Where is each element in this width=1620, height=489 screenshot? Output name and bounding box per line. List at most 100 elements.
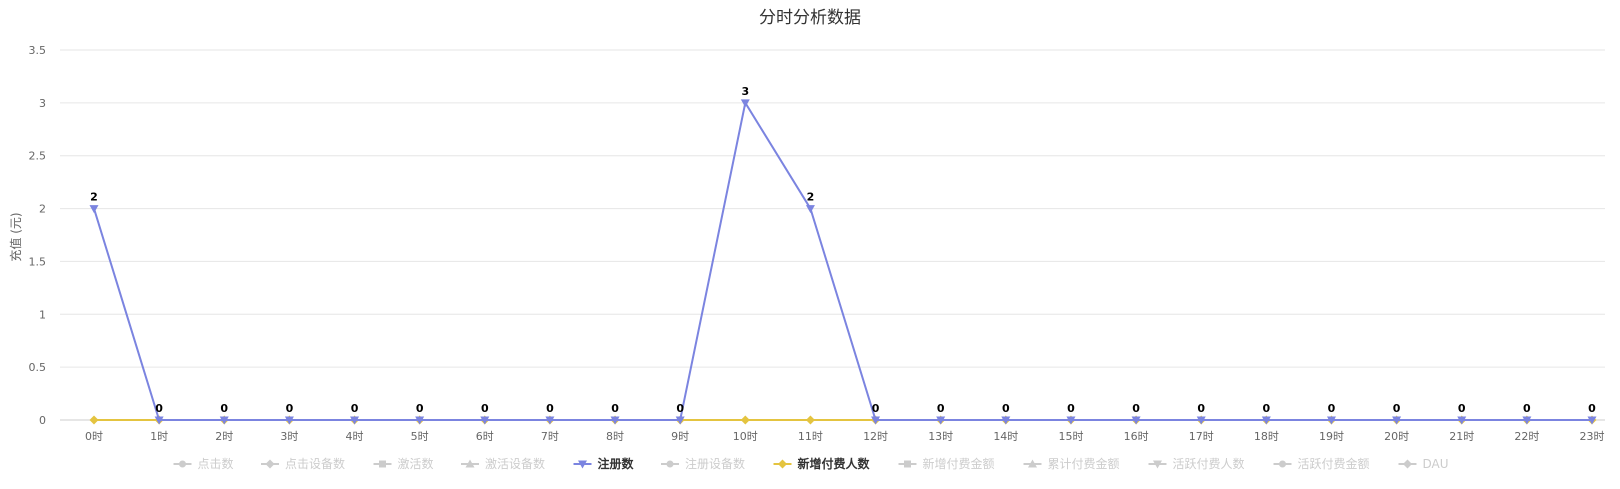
data-point <box>1326 416 1336 425</box>
data-label: 0 <box>351 402 359 415</box>
x-tick-label: 6时 <box>476 430 494 443</box>
legend-label: DAU <box>1423 457 1449 471</box>
y-tick-label: 2 <box>39 203 46 216</box>
data-point <box>740 415 750 425</box>
data-label: 0 <box>872 402 880 415</box>
legend-marker <box>1028 459 1037 468</box>
data-point <box>480 416 490 425</box>
data-point <box>871 416 881 425</box>
data-label: 3 <box>741 85 749 98</box>
legend-label: 点击设备数 <box>285 456 345 471</box>
y-tick-label: 0.5 <box>29 361 47 374</box>
data-point <box>545 416 555 425</box>
y-tick-label: 3.5 <box>29 44 47 57</box>
legend-item: 累计付费金额 <box>1023 456 1120 471</box>
legend-label: 新增付费人数 <box>798 456 871 471</box>
legend-item: 激活数 <box>373 456 434 471</box>
x-tick-label: 14时 <box>993 430 1018 443</box>
data-label: 0 <box>1197 402 1205 415</box>
legend-label: 注册设备数 <box>685 456 745 471</box>
x-tick-label: 12时 <box>863 430 888 443</box>
legend-marker <box>666 460 674 468</box>
data-label: 0 <box>1393 402 1401 415</box>
chart-title: 分时分析数据 <box>759 8 861 28</box>
legend-marker <box>465 459 475 468</box>
data-label: 0 <box>1132 402 1140 415</box>
legend-label: 激活数 <box>398 456 434 471</box>
data-point <box>1261 416 1271 425</box>
legend-item: 新增付费金额 <box>898 456 995 471</box>
series-lines <box>89 99 1597 425</box>
data-point <box>154 416 164 425</box>
x-tick-label: 23时 <box>1580 430 1605 443</box>
data-label: 0 <box>676 402 684 415</box>
grid-lines <box>60 49 1605 421</box>
legend-label: 累计付费金额 <box>1048 456 1120 471</box>
x-tick-label: 2时 <box>215 430 233 443</box>
data-label: 0 <box>1458 402 1466 415</box>
legend-label: 点击数 <box>198 456 234 471</box>
x-tick-label: 15时 <box>1058 430 1083 443</box>
data-label: 0 <box>1523 402 1531 415</box>
data-label: 0 <box>481 402 489 415</box>
x-tick-label: 21时 <box>1449 430 1474 443</box>
x-tick-label: 4时 <box>346 430 364 443</box>
data-point <box>1066 416 1076 425</box>
data-point <box>740 99 750 108</box>
data-point <box>350 416 360 425</box>
x-tick-label: 16时 <box>1124 430 1149 443</box>
x-tick-label: 19时 <box>1319 430 1344 443</box>
y-axis-label: 充值 (元) <box>8 212 23 261</box>
x-tick-label: 11时 <box>798 430 823 443</box>
series-line <box>93 100 1592 421</box>
data-label: 0 <box>611 402 619 415</box>
data-point <box>415 416 425 425</box>
data-label: 2 <box>90 191 98 204</box>
data-label: 0 <box>1588 402 1596 415</box>
x-tick-label: 3时 <box>280 430 298 443</box>
legend-marker <box>578 460 587 469</box>
data-point <box>675 416 685 425</box>
data-point <box>1001 416 1011 425</box>
data-point <box>610 416 620 425</box>
x-tick-label: 1时 <box>150 430 168 443</box>
data-point <box>1392 416 1402 425</box>
x-tick-label: 9时 <box>671 430 689 443</box>
x-axis-ticks: 0时 1时 2时 3时 4时 5时 6时 7时 8时 9时 10时 11时 12时 13时 14时 15时 16… <box>60 419 1605 443</box>
data-point <box>219 416 229 425</box>
legend-label: 活跃付费金额 <box>1298 456 1370 471</box>
data-label: 0 <box>416 402 424 415</box>
legend-label: 激活设备数 <box>485 456 545 471</box>
data-label: 0 <box>1002 402 1010 415</box>
data-label: 0 <box>546 402 554 415</box>
legend-label: 活跃付费人数 <box>1173 456 1245 471</box>
x-tick-label: 7时 <box>541 430 559 443</box>
legend-label: 注册数 <box>598 456 635 471</box>
data-label: 0 <box>286 402 294 415</box>
x-tick-label: 17时 <box>1189 430 1214 443</box>
data-labels: 2 0 0 0 0 0 0 0 0 0 3 2 0 0 0 0 0 0 0 0 0 0 0 0 <box>90 85 1596 415</box>
legend-item: 注册设备数 <box>661 456 745 471</box>
data-point <box>284 416 294 425</box>
data-label: 0 <box>1263 402 1271 415</box>
legend-item: DAU <box>1398 457 1449 471</box>
x-tick-label: 10时 <box>733 430 758 443</box>
x-tick-label: 18时 <box>1254 430 1279 443</box>
y-tick-label: 2.5 <box>29 150 47 163</box>
legend: 点击数 点击设备数 激活数 激活设备数 注册数 注册设备数 新增付费人数 新增付费金额 累计付费… <box>173 456 1449 471</box>
data-point <box>1457 416 1467 425</box>
y-tick-label: 1.5 <box>29 255 47 268</box>
x-tick-label: 0时 <box>85 430 103 443</box>
legend-marker <box>1153 460 1162 469</box>
data-point <box>89 205 99 214</box>
x-tick-label: 5时 <box>411 430 429 443</box>
legend-marker <box>179 460 186 468</box>
data-point <box>936 416 946 425</box>
x-tick-label: 8时 <box>606 430 624 443</box>
data-point <box>89 415 99 425</box>
data-point <box>805 205 815 214</box>
legend-marker <box>778 459 787 469</box>
legend-item: 点击设备数 <box>261 456 345 471</box>
